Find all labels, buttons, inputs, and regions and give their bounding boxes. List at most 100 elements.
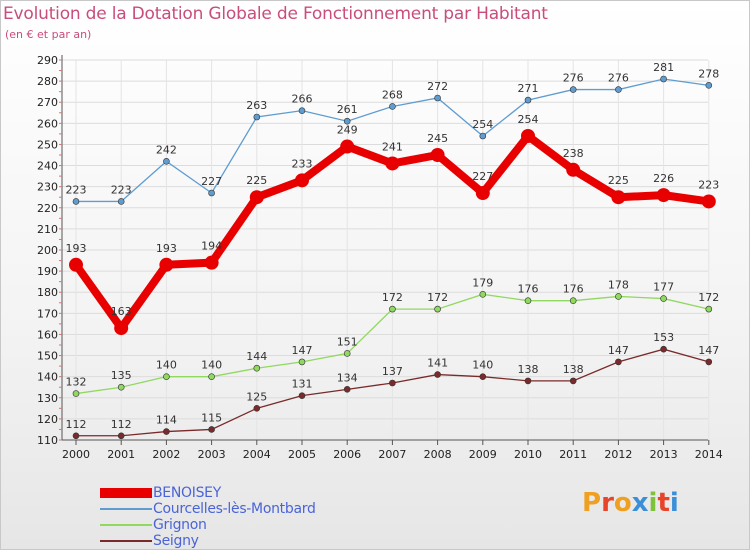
- x-tick-label: 2013: [650, 448, 678, 461]
- data-label: 114: [156, 414, 177, 427]
- axes: 110 120 130 140 150 160 170 180 190 200 210 220 230 2…: [37, 54, 723, 461]
- data-point: [701, 194, 716, 209]
- data-label: 242: [156, 143, 177, 156]
- data-point: [117, 383, 125, 391]
- data-point: [69, 257, 83, 272]
- series-courcelles-l-s-montbard: [72, 75, 713, 205]
- data-label: 238: [563, 147, 584, 160]
- data-label: 144: [246, 350, 267, 363]
- data-point: [343, 117, 351, 125]
- data-label: 276: [608, 72, 629, 85]
- data-label: 223: [111, 183, 132, 196]
- data-label: 147: [608, 344, 629, 357]
- data-point: [615, 358, 622, 366]
- data-point: [615, 86, 622, 93]
- data-label: 266: [292, 93, 313, 106]
- x-tick-label: 2011: [559, 448, 587, 461]
- x-tick-label: 2012: [604, 448, 632, 461]
- data-label: 135: [111, 369, 132, 382]
- data-point: [253, 405, 261, 412]
- data-point: [705, 82, 713, 89]
- data-point: [72, 390, 80, 397]
- data-point: [660, 295, 667, 302]
- logo-letter: t: [657, 488, 670, 518]
- data-point: [389, 305, 396, 313]
- legend-swatch: [100, 508, 152, 510]
- data-point: [430, 148, 445, 162]
- data-point: [208, 426, 215, 433]
- data-point: [705, 358, 713, 366]
- data-label: 268: [382, 88, 403, 101]
- series-benoisey: [69, 129, 716, 336]
- data-point: [163, 373, 170, 380]
- data-label: 140: [201, 359, 222, 372]
- data-label: 223: [66, 183, 87, 196]
- data-label: 241: [382, 140, 403, 153]
- y-tick-label: 110: [37, 434, 58, 447]
- data-label: 140: [472, 359, 493, 372]
- y-tick-label: 260: [37, 117, 58, 130]
- series-grignon: [72, 291, 713, 397]
- data-label: 271: [518, 82, 539, 95]
- proxiti-logo: Proxiti: [582, 488, 679, 518]
- data-label: 172: [382, 291, 403, 304]
- data-label: 147: [292, 344, 313, 357]
- data-label: 137: [382, 365, 403, 378]
- data-label: 193: [156, 242, 177, 255]
- data-label: 254: [472, 118, 493, 131]
- x-tick-label: 2002: [152, 448, 180, 461]
- data-point: [611, 190, 626, 205]
- data-point: [569, 297, 577, 304]
- data-point: [253, 113, 261, 121]
- y-tick-label: 210: [37, 223, 58, 236]
- data-label: 125: [246, 390, 267, 403]
- data-label: 138: [563, 363, 584, 376]
- data-point: [475, 186, 490, 200]
- data-point: [521, 129, 535, 143]
- data-point: [434, 94, 441, 102]
- data-point: [208, 373, 215, 380]
- data-point: [343, 350, 351, 357]
- x-tick-label: 2001: [107, 448, 135, 461]
- data-point: [524, 96, 532, 104]
- data-point: [660, 345, 667, 353]
- legend-swatch: [100, 524, 152, 526]
- series-lines: [69, 75, 716, 440]
- legend-label: BENOISEY: [153, 485, 221, 501]
- data-point: [479, 291, 487, 298]
- data-point: [204, 255, 219, 270]
- data-point: [566, 162, 581, 177]
- data-point: [434, 371, 441, 378]
- legend-label: Courcelles-lès-Montbard: [153, 501, 316, 517]
- data-label: 263: [246, 99, 267, 112]
- data-point: [385, 156, 400, 171]
- data-label: 223: [698, 178, 719, 191]
- data-label: 141: [427, 357, 448, 370]
- logo-letter: i: [669, 488, 679, 518]
- data-label: 178: [608, 278, 629, 291]
- data-point: [249, 190, 264, 205]
- logo-letter: r: [601, 488, 614, 518]
- data-label: 261: [337, 103, 358, 116]
- data-point: [163, 158, 170, 165]
- data-label: 153: [653, 331, 674, 344]
- data-label: 194: [201, 240, 222, 253]
- y-tick-label: 130: [37, 392, 58, 405]
- legend-swatch: [100, 540, 152, 542]
- data-label: 225: [608, 174, 629, 187]
- data-label: 278: [698, 67, 719, 80]
- x-tick-label: 2009: [469, 448, 497, 461]
- y-tick-label: 160: [37, 328, 58, 341]
- logo-letter: P: [582, 488, 602, 518]
- x-tick-label: 2010: [514, 448, 542, 461]
- data-point: [163, 428, 170, 435]
- y-tick-label: 280: [37, 75, 58, 88]
- data-point: [705, 305, 713, 313]
- logo-letter: i: [648, 488, 658, 518]
- data-label: 112: [66, 418, 87, 431]
- x-tick-label: 2004: [243, 448, 271, 461]
- data-point: [524, 377, 532, 385]
- data-point: [479, 373, 487, 380]
- logo-letter: o: [613, 488, 632, 518]
